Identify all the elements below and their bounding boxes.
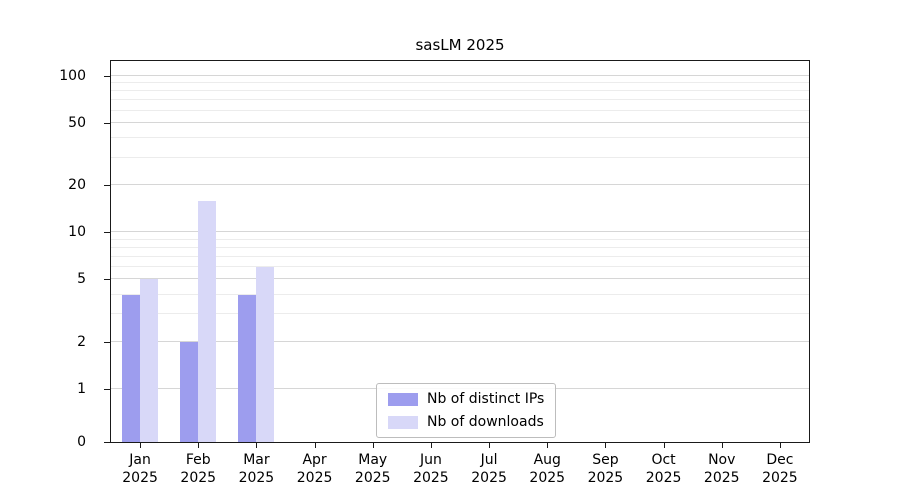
gridline-major-100	[111, 75, 809, 77]
gridline-major-20	[111, 184, 809, 186]
ytick-label-1: 1	[77, 380, 86, 397]
xtick-month: May	[358, 452, 388, 468]
xtick-month: Feb	[185, 452, 211, 468]
xtick-month: Apr	[302, 452, 327, 468]
xtick-year: 2025	[413, 470, 449, 487]
xtick-label-may: May 2025	[355, 451, 391, 487]
bar-nb-of-distinct-ips-mar	[238, 294, 257, 442]
xtick-label-sep: Sep 2025	[588, 451, 624, 487]
xtick-mark-aug	[547, 443, 549, 448]
xtick-month: Jan	[129, 452, 151, 468]
ytick-label-10: 10	[68, 224, 86, 241]
xtick-month: Aug	[533, 452, 561, 468]
bar-nb-of-distinct-ips-feb	[180, 341, 199, 442]
ytick-label-0: 0	[77, 434, 86, 450]
xtick-month: Oct	[651, 452, 676, 468]
xtick-label-apr: Apr 2025	[297, 451, 333, 487]
xtick-mark-feb	[198, 443, 200, 448]
xtick-year: 2025	[238, 470, 275, 487]
xtick-year: 2025	[354, 470, 391, 487]
bar-nb-of-distinct-ips-jan	[122, 294, 141, 442]
xtick-year: 2025	[180, 470, 217, 487]
bar-nb-of-downloads-feb	[198, 200, 217, 442]
xtick-year: 2025	[703, 470, 740, 487]
legend-swatch-nb-of-downloads	[388, 415, 418, 429]
legend-item-nb-of-downloads: Nb of downloads	[388, 414, 544, 430]
gridline-minor-60	[111, 109, 809, 111]
xtick-year: 2025	[645, 470, 682, 487]
bar-nb-of-downloads-jan	[140, 279, 159, 442]
xtick-mark-nov	[721, 443, 723, 448]
ytick-label-5: 5	[77, 271, 86, 288]
xtick-month: Jul	[480, 452, 498, 468]
xtick-mark-dec	[779, 443, 781, 448]
xtick-month: Mar	[243, 452, 270, 468]
xtick-month: Nov	[708, 452, 736, 468]
legend-label-nb-of-downloads: Nb of downloads	[427, 414, 544, 430]
xtick-mark-jan	[140, 443, 142, 448]
xtick-year: 2025	[471, 470, 507, 487]
ytick-label-100: 100	[59, 68, 86, 85]
chart-title: sasLM 2025	[415, 36, 505, 54]
xtick-month: Jun	[419, 452, 442, 468]
xtick-mark-may	[372, 443, 374, 448]
ytick-mark-20	[104, 185, 110, 187]
xtick-label-jan: Jan 2025	[122, 451, 158, 487]
xtick-year: 2025	[587, 470, 624, 487]
bar-nb-of-downloads-mar	[256, 267, 275, 442]
ytick-label-2: 2	[77, 333, 86, 350]
xtick-year: 2025	[529, 470, 566, 487]
x-axis: Jan 2025 Feb 2025 Mar 2025 Apr 2025 May 2025 Jun 20…	[110, 443, 810, 493]
gridline-minor-80	[111, 90, 809, 92]
xtick-month: Dec	[766, 452, 794, 468]
xtick-year: 2025	[762, 470, 798, 487]
xtick-mark-jun	[430, 443, 432, 448]
xtick-mark-oct	[663, 443, 665, 448]
xtick-label-jun: Jun 2025	[413, 451, 449, 487]
xtick-mark-mar	[256, 443, 258, 448]
xtick-label-aug: Aug 2025	[529, 451, 565, 487]
xtick-label-jul: Jul 2025	[471, 451, 507, 487]
gridline-minor-90	[111, 82, 809, 84]
ytick-mark-50	[104, 123, 110, 125]
xtick-mark-apr	[314, 443, 316, 448]
xtick-label-dec: Dec 2025	[762, 451, 798, 487]
ytick-mark-2	[104, 341, 110, 343]
gridline-minor-30	[111, 156, 809, 158]
xtick-label-oct: Oct 2025	[646, 451, 682, 487]
legend-swatch-nb-of-distinct-ips	[388, 392, 418, 406]
plot-area: Nb of distinct IPs Nb of downloads	[110, 60, 810, 443]
ytick-mark-5	[104, 279, 110, 281]
xtick-year: 2025	[296, 470, 333, 487]
ytick-label-50: 50	[68, 115, 86, 132]
ytick-mark-10	[104, 232, 110, 234]
ytick-mark-1	[104, 388, 110, 390]
legend-item-nb-of-distinct-ips: Nb of distinct IPs	[388, 391, 544, 407]
xtick-mark-sep	[605, 443, 607, 448]
legend-label-nb-of-distinct-ips: Nb of distinct IPs	[427, 391, 545, 407]
gridline-major-50	[111, 122, 809, 124]
xtick-label-nov: Nov 2025	[704, 451, 740, 487]
gridline-minor-70	[111, 99, 809, 101]
xtick-label-feb: Feb 2025	[180, 451, 216, 487]
xtick-mark-jul	[489, 443, 491, 448]
xtick-month: Sep	[592, 452, 619, 468]
xtick-label-mar: Mar 2025	[239, 451, 275, 487]
legend: Nb of distinct IPs Nb of downloads	[376, 383, 557, 438]
ytick-mark-0	[104, 442, 110, 443]
y-axis: 0 1 2 5 10 20 50 100	[0, 60, 110, 450]
ytick-label-20: 20	[68, 177, 86, 194]
gridline-minor-40	[111, 137, 809, 139]
ytick-mark-100	[104, 76, 110, 78]
xtick-year: 2025	[122, 470, 158, 487]
